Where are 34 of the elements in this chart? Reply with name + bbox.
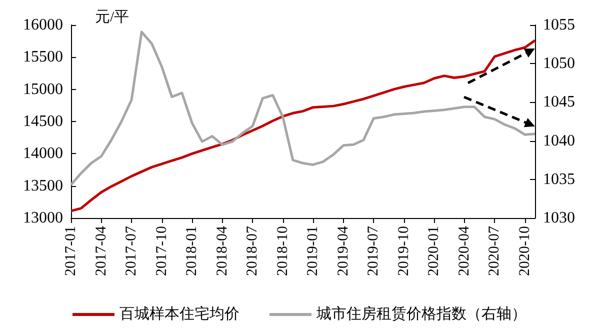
x-tick-label: 2018-10 bbox=[274, 226, 291, 276]
x-tick-label: 2017-07 bbox=[124, 226, 140, 276]
x-tick-label: 2019-07 bbox=[366, 226, 382, 276]
x-tick-label: 2020-07 bbox=[486, 226, 503, 276]
y2-tick-label: 1040 bbox=[543, 132, 575, 150]
y-tick-label: 16000 bbox=[23, 16, 63, 34]
y2-tick-label: 1035 bbox=[543, 170, 575, 188]
legend-label: 百城样本住宅均价 bbox=[120, 306, 240, 322]
y-tick-label: 13500 bbox=[23, 177, 63, 194]
x-tick-label: 2018-01 bbox=[184, 226, 200, 276]
legend-label: 城市住房租赁价格指数（右轴） bbox=[316, 306, 526, 322]
x-tick-label: 2019-04 bbox=[335, 226, 352, 276]
x-tick-label: 2020-10 bbox=[516, 226, 533, 276]
x-tick-label: 2019-01 bbox=[305, 226, 322, 276]
y-tick-label: 14500 bbox=[23, 113, 63, 130]
y-tick-label: 13000 bbox=[23, 210, 63, 226]
x-tick-label: 2019-10 bbox=[396, 226, 412, 276]
x-tick-label: 2020-04 bbox=[456, 226, 472, 276]
line-series bbox=[70, 39, 536, 212]
y-tick-label: 15000 bbox=[23, 80, 63, 98]
x-tick-label: 2017-10 bbox=[154, 226, 170, 276]
line-series bbox=[70, 30, 536, 186]
y-axis-title: 元/平 bbox=[95, 10, 130, 26]
x-tick-label: 2018-07 bbox=[244, 226, 261, 276]
y2-tick-label: 1030 bbox=[543, 210, 575, 226]
x-tick-label: 2018-04 bbox=[214, 226, 230, 276]
x-tick-label: 2020-01 bbox=[426, 226, 442, 276]
x-tick-label: 2017-04 bbox=[93, 226, 110, 276]
y-tick-label: 14000 bbox=[23, 145, 63, 162]
y2-tick-label: 1050 bbox=[543, 55, 575, 72]
y2-tick-label: 1045 bbox=[543, 94, 575, 111]
y-tick-label: 15500 bbox=[23, 48, 63, 66]
y2-tick-label: 1055 bbox=[543, 16, 575, 34]
x-tick-label: 2017-01 bbox=[63, 226, 79, 276]
